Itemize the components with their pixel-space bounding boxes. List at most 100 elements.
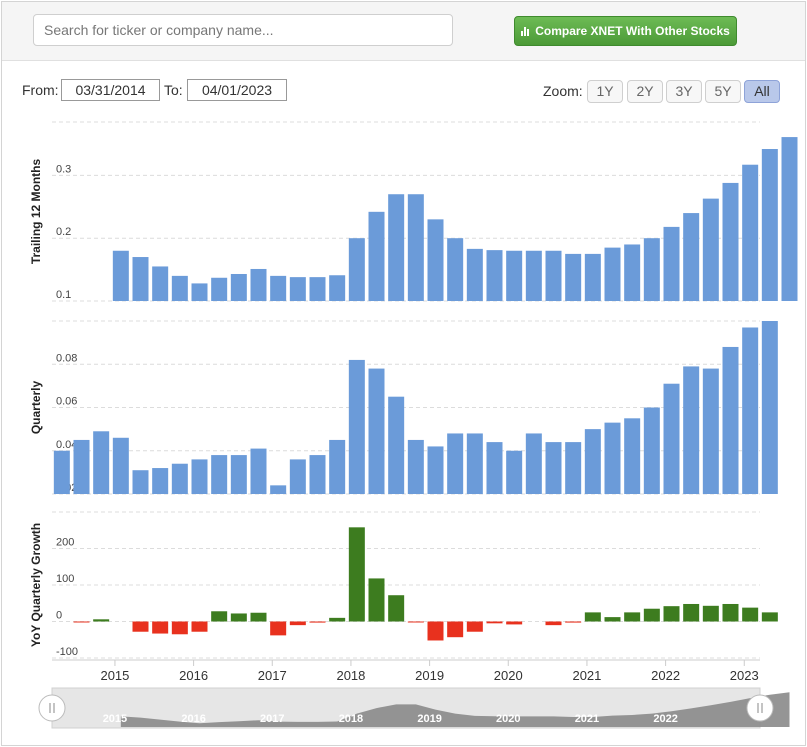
y-tick-label: 0.2 — [56, 226, 71, 238]
bar — [565, 621, 582, 623]
bar — [368, 368, 385, 494]
bar — [702, 198, 719, 301]
bar — [73, 621, 90, 623]
bar — [329, 617, 346, 622]
bar — [624, 418, 641, 494]
bar — [191, 621, 208, 632]
x-tick-label: 2021 — [572, 668, 601, 683]
navigator-left-handle[interactable] — [38, 694, 66, 722]
bar — [309, 277, 326, 301]
navigator-label: 2020 — [496, 713, 520, 725]
bar — [329, 275, 346, 301]
bar — [683, 366, 700, 494]
zoom-1y-button[interactable]: 1Y — [587, 80, 623, 103]
y-tick-label: 0.3 — [56, 163, 71, 175]
bar — [525, 250, 542, 301]
handle-knob — [746, 694, 774, 722]
bar — [152, 266, 169, 301]
x-tick-label: 2016 — [179, 668, 208, 683]
y-tick-label: 0.08 — [56, 352, 77, 364]
bar — [152, 621, 169, 634]
bar — [604, 422, 621, 494]
bar — [742, 164, 759, 301]
bar — [230, 613, 247, 622]
bar — [506, 450, 523, 494]
bar — [250, 612, 267, 622]
bar — [584, 253, 601, 301]
bar — [289, 621, 306, 626]
bar — [761, 321, 778, 494]
zoom-5y-button[interactable]: 5Y — [705, 80, 741, 103]
bar — [447, 621, 464, 638]
search-input[interactable] — [33, 14, 453, 46]
bar — [663, 383, 680, 494]
bar — [604, 617, 621, 622]
chart-panel-3: -100 0 100 200 YoY Quarterly Growth 2015 2016 2… — [29, 511, 778, 683]
bar — [171, 463, 188, 494]
to-label: To: — [164, 82, 183, 98]
bar — [270, 485, 287, 494]
bar — [211, 455, 228, 494]
bar — [545, 621, 562, 626]
bar — [466, 248, 483, 301]
bar — [466, 433, 483, 494]
toolbar: Compare XNET With Other Stocks — [2, 2, 805, 61]
bar — [506, 250, 523, 301]
bar — [565, 253, 582, 301]
bar — [407, 621, 424, 623]
bar — [742, 327, 759, 494]
navigator-label: 2019 — [417, 713, 441, 725]
bar — [683, 213, 700, 301]
bar — [230, 273, 247, 301]
y-tick-label: 0.04 — [56, 439, 77, 451]
bar — [368, 578, 385, 622]
bar — [93, 619, 110, 622]
bar — [584, 612, 601, 622]
bar — [132, 470, 149, 494]
bar — [348, 527, 365, 622]
bar — [368, 211, 385, 301]
bar — [152, 468, 169, 494]
x-tick-label: 2018 — [336, 668, 365, 683]
bar — [171, 621, 188, 635]
bar — [565, 442, 582, 494]
navigator-label: 2016 — [181, 713, 205, 725]
x-tick-label: 2019 — [415, 668, 444, 683]
from-date-input[interactable]: 03/31/2014 — [61, 79, 160, 101]
bar — [348, 238, 365, 301]
navigator-label: 2015 — [103, 713, 127, 725]
x-tick-label: 2020 — [494, 668, 523, 683]
x-tick-label: 2017 — [258, 668, 287, 683]
navigator-label: 2022 — [653, 713, 677, 725]
compare-stocks-button[interactable]: Compare XNET With Other Stocks — [514, 16, 737, 46]
bar — [447, 433, 464, 494]
zoom-all-button[interactable]: All — [744, 80, 780, 103]
y-axis-title: YoY Quarterly Growth — [29, 523, 43, 647]
bar — [722, 603, 739, 622]
bar — [683, 603, 700, 622]
bar — [702, 605, 719, 622]
zoom-label: Zoom: — [543, 83, 583, 99]
bar — [781, 137, 798, 301]
bar — [604, 247, 621, 301]
bar — [191, 459, 208, 494]
compare-button-label: Compare XNET With Other Stocks — [535, 24, 730, 38]
y-tick-label: 100 — [56, 573, 74, 585]
bar — [486, 621, 503, 624]
bar — [643, 407, 660, 494]
bar — [742, 607, 759, 622]
to-date-input[interactable]: 04/01/2023 — [187, 79, 287, 101]
zoom-2y-button[interactable]: 2Y — [627, 80, 663, 103]
bar — [53, 450, 70, 494]
bar — [309, 621, 326, 623]
zoom-3y-button[interactable]: 3Y — [666, 80, 702, 103]
bar — [191, 283, 208, 301]
bar — [230, 455, 247, 494]
bar — [309, 455, 326, 494]
bar — [388, 194, 405, 301]
bar — [663, 226, 680, 301]
bar — [624, 244, 641, 301]
navigator-right-handle[interactable] — [746, 694, 774, 722]
bar — [722, 346, 739, 494]
